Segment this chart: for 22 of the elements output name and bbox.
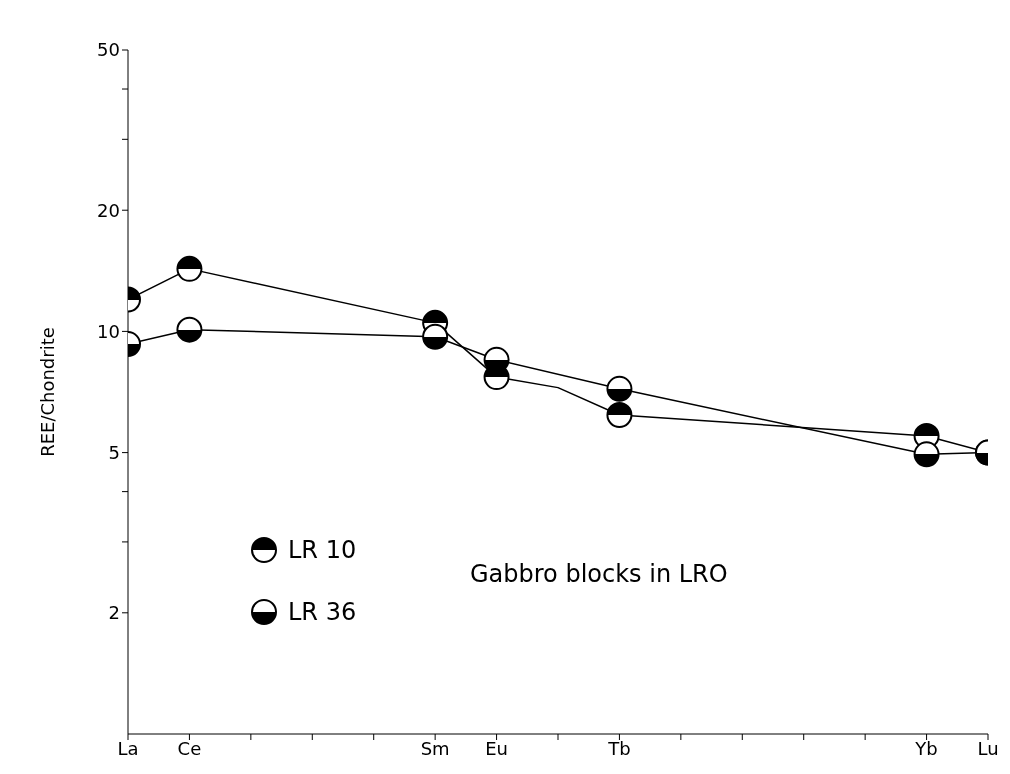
y-axis-title: REE/Chondrite <box>37 327 59 457</box>
x-tick-label: Sm <box>420 737 450 759</box>
point <box>422 323 449 350</box>
annotation: Gabbro blocks in LRO <box>470 560 728 588</box>
x-tick-label: Lu <box>977 737 999 759</box>
point <box>913 441 940 468</box>
x-tick-label: La <box>117 737 139 759</box>
x-tick-label: Eu <box>485 737 508 759</box>
point <box>606 401 633 428</box>
legend-label: LR 10 <box>288 536 357 564</box>
legend-label: LR 36 <box>288 598 357 626</box>
x-tick-label: Tb <box>607 737 631 759</box>
x-tick-label: Ce <box>177 737 202 759</box>
y-tick-label: 50 <box>97 39 120 61</box>
y-tick-label: 20 <box>97 199 120 221</box>
point <box>606 375 633 402</box>
x-tick-label: Yb <box>914 737 938 759</box>
point <box>176 255 203 282</box>
y-tick-label: 2 <box>108 602 120 624</box>
point <box>176 316 203 343</box>
y-tick-label: 10 <box>97 320 120 342</box>
y-tick-label: 5 <box>108 441 120 463</box>
